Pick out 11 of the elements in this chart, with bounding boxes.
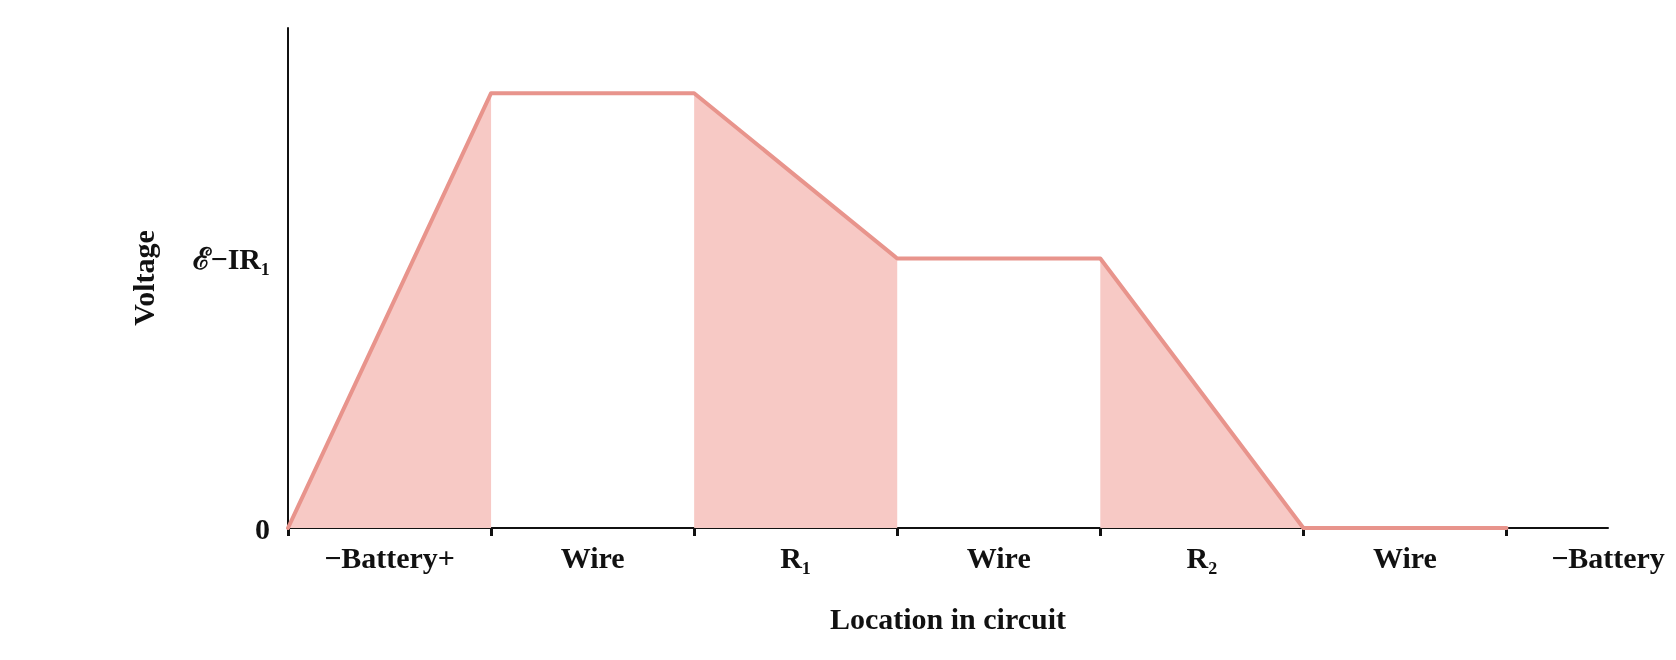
y-axis-title: Voltage [126, 230, 160, 326]
x-tick-label: Wire [1372, 540, 1437, 574]
x-axis-title: Location in circuit [829, 601, 1067, 635]
x-tick-label: Wire [560, 540, 625, 574]
x-tick-label: −Battery+ [324, 540, 455, 574]
x-tick-label: R₁ [780, 540, 812, 574]
text: 0 [255, 511, 270, 545]
x-tick-label: −Battery [1551, 540, 1665, 574]
text: ℰ−IR₁ [192, 241, 270, 275]
x-tick-label: Wire [966, 540, 1031, 574]
x-tick-label: R₂ [1186, 540, 1218, 574]
